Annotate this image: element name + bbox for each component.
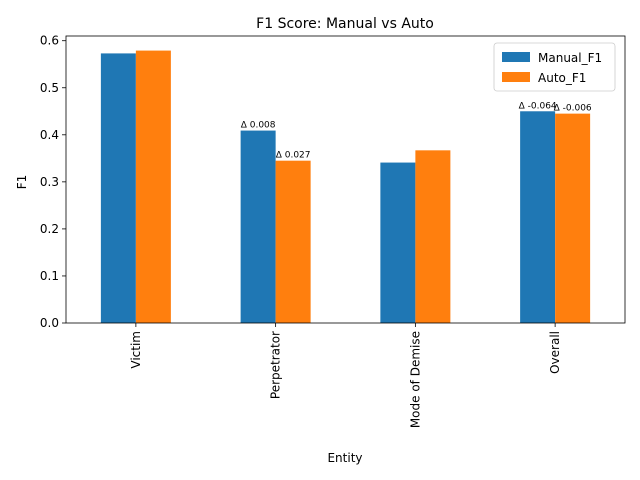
y-tick-label-3: 0.3 [40,175,59,189]
bar-auto-f1-2 [415,150,451,323]
bar-auto-f1-3 [555,113,591,323]
x-tick-label-2: Mode of Demise [408,331,422,428]
legend-swatch-0 [502,52,530,62]
legend: Manual_F1 Auto_F1 [493,42,616,92]
y-axis-label: F1 [15,175,29,190]
y-tick-label-1: 0.1 [40,269,59,283]
legend-label-0: Manual_F1 [538,51,602,65]
annotation-1: Δ 0.027 [276,151,311,161]
x-tick-label-0: Victim [129,331,143,369]
x-axis-label: Entity [327,451,362,465]
annotation-3: Δ -0.006 [554,104,592,114]
bar-manual-f1-2 [380,162,416,323]
chart-title: F1 Score: Manual vs Auto [256,16,434,32]
bar-auto-f1-0 [135,50,171,324]
y-tick-label-2: 0.2 [40,222,59,236]
annotation-0: Δ 0.008 [241,121,276,131]
bar-manual-f1-1 [240,130,276,323]
x-tick-label-3: Overall [548,331,562,374]
bar-auto-f1-1 [275,160,311,323]
bar-manual-f1-3 [520,111,556,323]
y-tick-label-6: 0.6 [40,34,59,48]
x-tick-label-1: Perpetrator [269,331,283,399]
axes-frame [65,35,626,324]
y-tick-label-4: 0.4 [40,128,59,142]
legend-label-1: Auto_F1 [538,71,586,85]
annotation-2: Δ -0.064 [519,101,557,111]
y-tick-label-5: 0.5 [40,81,59,95]
bar-manual-f1-0 [100,53,136,323]
plot-area: 0.0 0.1 0.2 0.3 0.4 0.5 0.6 Victim Perpetrator Mo… [40,34,626,428]
legend-swatch-1 [502,72,530,82]
y-tick-label-0: 0.0 [40,316,59,330]
